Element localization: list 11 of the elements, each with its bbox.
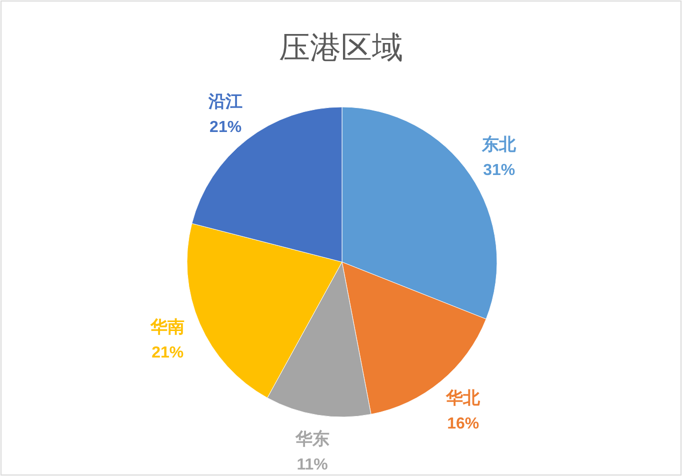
data-label: 11%	[296, 456, 328, 474]
data-label: 16%	[447, 415, 480, 432]
slice-label: 华北	[445, 388, 482, 408]
slice-label: 东北	[481, 135, 518, 154]
slice-label: 华南	[150, 317, 185, 336]
data-label: 21%	[152, 344, 184, 362]
slice-label: 华东	[294, 430, 330, 449]
data-label: 31%	[483, 162, 516, 180]
slice-label: 沿江	[208, 92, 243, 111]
chart-title: 压港区域	[279, 30, 403, 65]
data-label: 21%	[210, 118, 242, 136]
